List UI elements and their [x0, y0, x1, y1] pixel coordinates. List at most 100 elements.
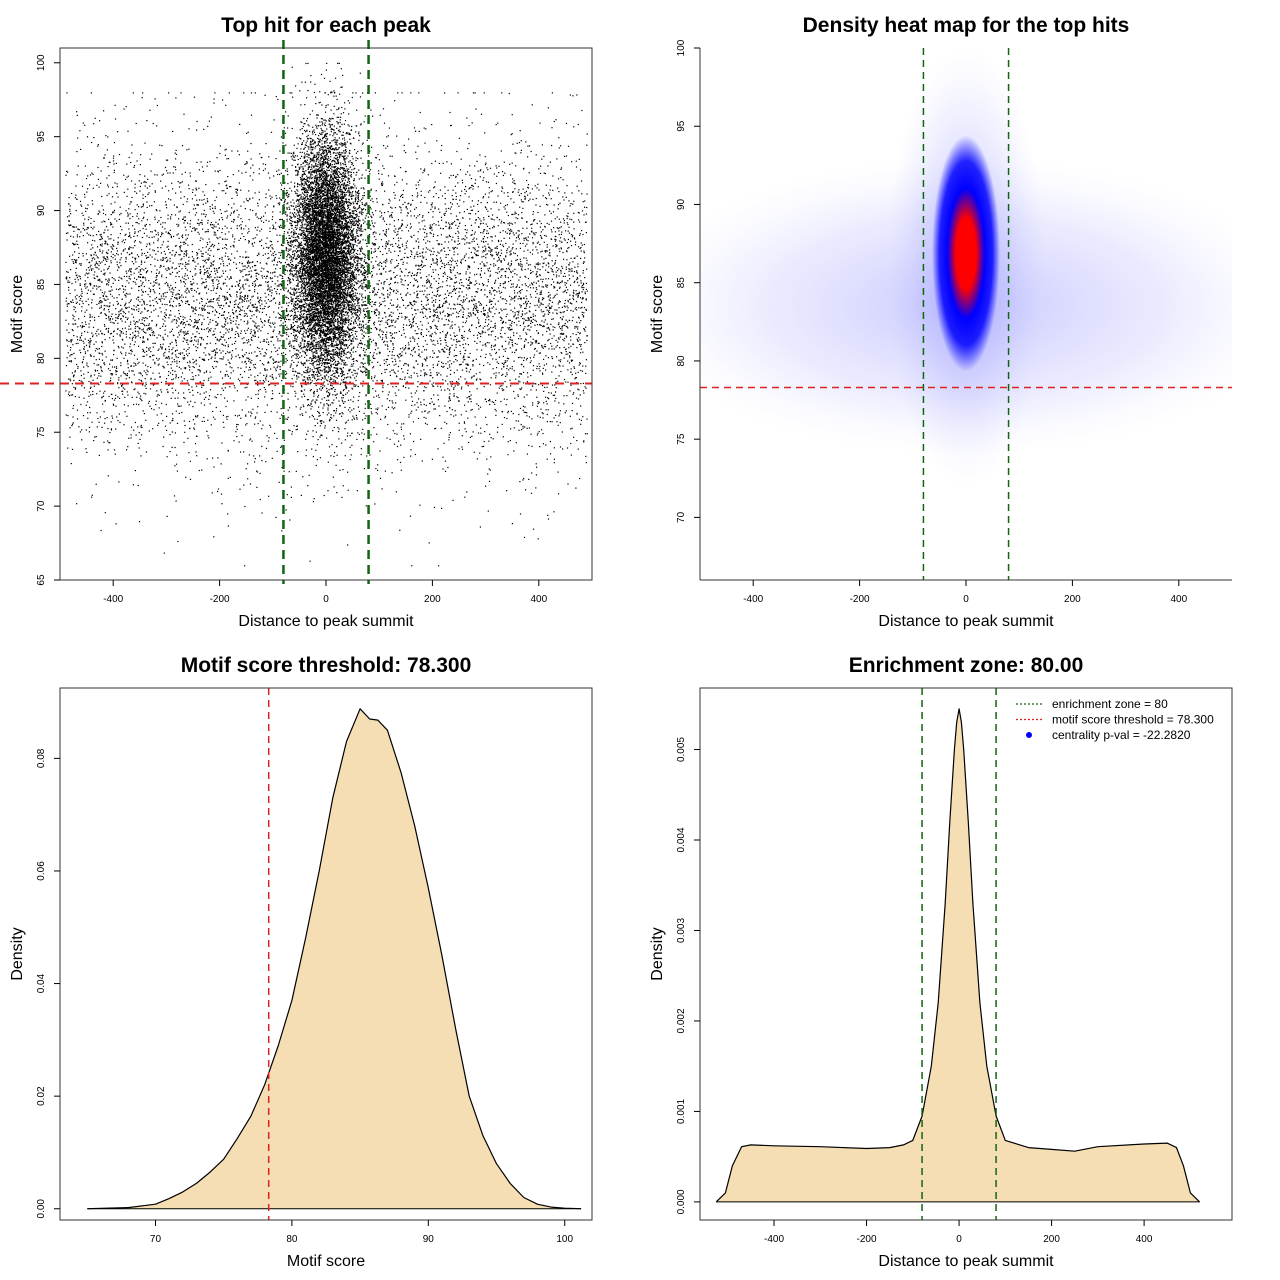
scatter-point: [175, 322, 177, 324]
scatter-point: [147, 338, 149, 340]
scatter-point: [243, 315, 245, 317]
scatter-point: [197, 369, 199, 371]
scatter-point: [379, 330, 381, 332]
scatter-point: [460, 279, 462, 281]
scatter-point: [480, 335, 482, 338]
scatter-point: [374, 503, 376, 505]
scatter-point: [491, 344, 493, 346]
scatter-point: [172, 373, 174, 376]
scatter-point: [586, 433, 588, 435]
scatter-point: [171, 328, 174, 330]
scatter-point: [558, 268, 560, 270]
scatter-point: [240, 189, 242, 191]
scatter-point: [469, 287, 471, 289]
scatter-point: [145, 383, 147, 386]
scatter-point: [477, 288, 479, 290]
scatter-point: [520, 263, 522, 265]
scatter-point: [116, 220, 118, 222]
scatter-point: [205, 262, 207, 264]
scatter-point: [130, 299, 132, 301]
scatter-point: [75, 262, 77, 264]
scatter-point: [193, 322, 196, 324]
scatter-point: [379, 216, 381, 218]
scatter-point: [183, 441, 185, 443]
scatter-point: [75, 243, 77, 245]
scatter-point: [229, 300, 231, 303]
scatter-point: [536, 276, 538, 278]
scatter-point: [66, 303, 68, 305]
scatter-point: [434, 309, 436, 311]
scatter-point: [579, 322, 581, 324]
scatter-point: [231, 350, 234, 352]
scatter-point: [567, 247, 569, 249]
scatter-point: [447, 262, 449, 264]
scatter-point: [152, 428, 154, 430]
scatter-point: [316, 350, 318, 352]
scatter-point: [352, 286, 355, 288]
scatter-point: [98, 302, 100, 305]
scatter-point: [335, 370, 337, 372]
scatter-point: [318, 415, 320, 417]
scatter-point: [149, 254, 151, 256]
scatter-point: [194, 229, 196, 231]
scatter-point: [108, 306, 110, 308]
scatter-point: [103, 308, 105, 310]
scatter-point: [135, 364, 137, 366]
scatter-point: [290, 270, 292, 272]
scatter-point: [387, 242, 389, 244]
scatter-point: [507, 441, 509, 443]
scatter-point: [238, 182, 240, 184]
scatter-point: [555, 260, 557, 262]
scatter-point: [207, 379, 209, 381]
scatter-point: [92, 173, 94, 175]
scatter-point: [76, 409, 79, 411]
scatter-point: [497, 337, 499, 339]
scatter-point: [513, 450, 515, 452]
scatter-point: [554, 263, 556, 265]
scatter-point: [324, 334, 326, 336]
scatter-point: [490, 218, 492, 220]
scatter-point: [458, 291, 460, 293]
scatter-point: [122, 347, 124, 349]
scatter-point: [417, 256, 419, 258]
scatter-point: [140, 398, 142, 400]
scatter-point: [578, 307, 580, 309]
scatter-point: [75, 194, 77, 196]
scatter-point: [382, 253, 384, 256]
scatter-point: [403, 329, 405, 331]
scatter-point: [486, 167, 488, 169]
scatter-point: [575, 377, 577, 379]
scatter-point: [526, 179, 528, 182]
scatter-point: [289, 282, 291, 284]
scatter-point: [309, 416, 311, 418]
scatter-point: [204, 269, 206, 271]
scatter-point: [417, 381, 419, 383]
scatter-point: [542, 367, 544, 369]
scatter-point: [176, 470, 178, 472]
scatter-point: [149, 205, 151, 207]
scatter-point: [118, 279, 120, 281]
scatter-point: [233, 313, 235, 315]
scatter-point: [525, 141, 527, 143]
scatter-point: [542, 229, 544, 231]
scatter-point: [256, 261, 258, 263]
scatter-point: [271, 390, 273, 392]
scatter-point: [160, 265, 162, 267]
scatter-point: [428, 542, 430, 544]
scatter-point: [443, 365, 445, 368]
scatter-point: [474, 340, 476, 342]
scatter-point: [252, 320, 254, 322]
scatter-point: [164, 283, 166, 285]
scatter-point: [75, 298, 77, 300]
scatter-point: [401, 179, 403, 181]
scatter-point: [261, 326, 263, 328]
scatter-point: [292, 299, 294, 301]
scatter-point: [479, 371, 481, 374]
scatter-point: [114, 182, 116, 184]
scatter-point: [107, 229, 109, 231]
scatter-point: [562, 218, 565, 220]
scatter-point: [287, 289, 289, 291]
scatter-point: [566, 292, 568, 294]
scatter-point: [309, 357, 312, 359]
scatter-point: [451, 223, 453, 225]
